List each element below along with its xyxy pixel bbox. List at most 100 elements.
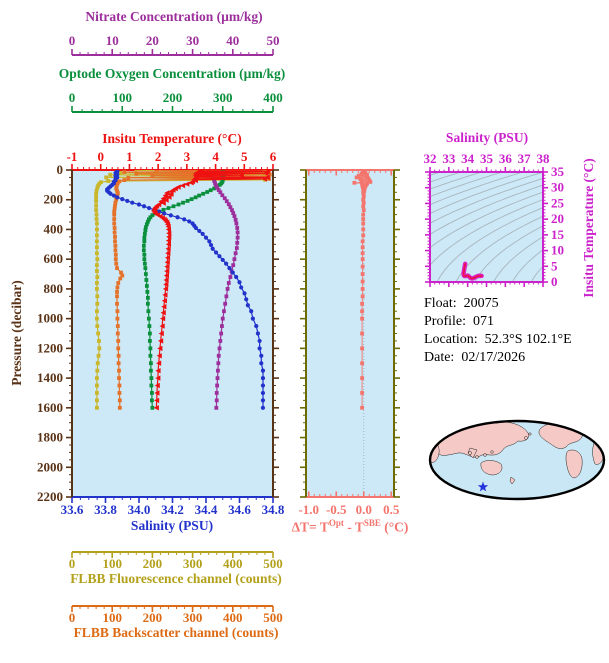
svg-text:300: 300	[213, 90, 233, 105]
delta-t-chart: -1.0 -0.5 0.0 0.5	[298, 169, 400, 517]
svg-text:30: 30	[186, 33, 199, 48]
svg-text:100: 100	[113, 90, 133, 105]
series-backscatter	[112, 170, 272, 410]
fluorescence-axis-title: FLBB Fluorescence channel (counts)	[70, 571, 282, 586]
svg-text:600: 600	[44, 251, 64, 266]
svg-text:33.8: 33.8	[94, 502, 117, 517]
svg-text:33.6: 33.6	[61, 502, 84, 517]
svg-text:30: 30	[551, 180, 564, 195]
svg-text:3: 3	[184, 149, 191, 164]
svg-text:-1: -1	[67, 149, 78, 164]
svg-text:15: 15	[551, 227, 565, 242]
svg-text:35: 35	[480, 151, 494, 166]
svg-text:200: 200	[143, 556, 163, 571]
svg-text:50: 50	[267, 33, 280, 48]
svg-text:1400: 1400	[37, 370, 63, 385]
float-id-row: Float: 20075	[424, 296, 572, 312]
svg-text:25: 25	[551, 195, 565, 210]
oxygen-axis-title: Optode Oxygen Concentration (µm/kg)	[58, 66, 286, 81]
svg-text:2000: 2000	[37, 459, 63, 474]
svg-text:34.0: 34.0	[128, 502, 151, 517]
float-position-star	[477, 481, 489, 492]
world-map	[428, 419, 606, 501]
svg-text:20: 20	[551, 211, 564, 226]
svg-text:200: 200	[44, 192, 64, 207]
svg-text:800: 800	[44, 281, 64, 296]
isopycnal-contours	[430, 172, 543, 282]
date-value: 02/17/2026	[461, 350, 526, 365]
svg-text:34.6: 34.6	[228, 502, 251, 517]
svg-text:400: 400	[223, 610, 243, 625]
svg-text:4: 4	[212, 149, 219, 164]
svg-text:100: 100	[102, 556, 122, 571]
svg-text:1600: 1600	[37, 400, 63, 415]
svg-text:1800: 1800	[37, 430, 63, 445]
svg-text:2200: 2200	[37, 489, 63, 504]
svg-text:-0.5: -0.5	[326, 502, 347, 517]
svg-text:0: 0	[69, 90, 76, 105]
profile-label: Profile:	[424, 314, 466, 329]
svg-text:200: 200	[143, 610, 163, 625]
svg-text:200: 200	[163, 90, 183, 105]
svg-text:-1.0: -1.0	[298, 502, 319, 517]
svg-text:1000: 1000	[37, 311, 63, 326]
svg-text:6: 6	[270, 149, 277, 164]
ts-profile-curve	[461, 261, 484, 281]
svg-text:35: 35	[551, 164, 565, 179]
svg-text:0: 0	[97, 149, 104, 164]
float-label: Float:	[424, 296, 457, 311]
temperature-axis-title: Insitu Temperature (°C)	[102, 131, 242, 146]
date-row: Date: 02/17/2026	[424, 350, 572, 366]
location-value: 52.3°S 102.1°E	[484, 332, 572, 347]
ts-salinity-axis-title: Salinity (PSU)	[445, 130, 529, 145]
svg-text:1200: 1200	[37, 340, 63, 355]
series-temperature	[151, 170, 270, 411]
svg-text:0: 0	[69, 610, 76, 625]
svg-text:0: 0	[69, 33, 76, 48]
svg-text:34.4: 34.4	[195, 502, 218, 517]
svg-text:400: 400	[223, 556, 243, 571]
svg-text:37: 37	[518, 151, 532, 166]
svg-text:300: 300	[183, 610, 203, 625]
svg-text:0: 0	[551, 274, 558, 289]
svg-text:32: 32	[424, 151, 437, 166]
svg-text:100: 100	[102, 610, 122, 625]
svg-text:34.2: 34.2	[161, 502, 184, 517]
svg-text:400: 400	[263, 90, 283, 105]
svg-text:500: 500	[263, 610, 283, 625]
location-row: Location: 52.3°S 102.1°E	[424, 332, 572, 348]
svg-text:5: 5	[241, 149, 248, 164]
svg-text:38: 38	[537, 151, 551, 166]
svg-text:20: 20	[146, 33, 159, 48]
salinity-axis-title: Salinity (PSU)	[130, 518, 214, 533]
location-label: Location:	[424, 332, 478, 347]
ts-temperature-axis-title: Insitu Temperature (°C)	[581, 158, 596, 298]
profile-row: Profile: 071	[424, 314, 572, 330]
date-label: Date:	[424, 350, 455, 365]
nitrate-axis-title: Nitrate Concentration (µm/kg)	[85, 9, 263, 24]
svg-text:40: 40	[226, 33, 239, 48]
svg-text:33: 33	[442, 151, 456, 166]
svg-text:2: 2	[155, 149, 162, 164]
float-value: 20075	[463, 296, 499, 311]
delta-t-axis-title: ΔT= TOpt - TSBE (°C)	[291, 518, 409, 535]
svg-text:300: 300	[183, 556, 203, 571]
svg-text:400: 400	[44, 221, 64, 236]
backscatter-axis-title: FLBB Backscatter channel (counts)	[73, 625, 279, 640]
svg-text:34.8: 34.8	[262, 502, 285, 517]
svg-text:0: 0	[69, 556, 76, 571]
float-info-block: Float: 20075 Profile: 071 Location: 52.3°S …	[424, 296, 572, 368]
profile-value: 071	[473, 314, 494, 329]
series-salinity	[105, 170, 266, 410]
svg-text:0: 0	[57, 162, 64, 177]
svg-text:5: 5	[551, 258, 558, 273]
pressure-axis-title: Pressure (decibar)	[9, 280, 24, 386]
svg-text:34: 34	[461, 151, 475, 166]
main-profile-chart: 0 10 20 30 40 500 100 200 300 400-1 0 1 2 3 4 5 633.6 33.…	[37, 33, 285, 625]
svg-text:10: 10	[106, 33, 119, 48]
svg-text:10: 10	[551, 243, 564, 258]
svg-text:500: 500	[263, 556, 283, 571]
